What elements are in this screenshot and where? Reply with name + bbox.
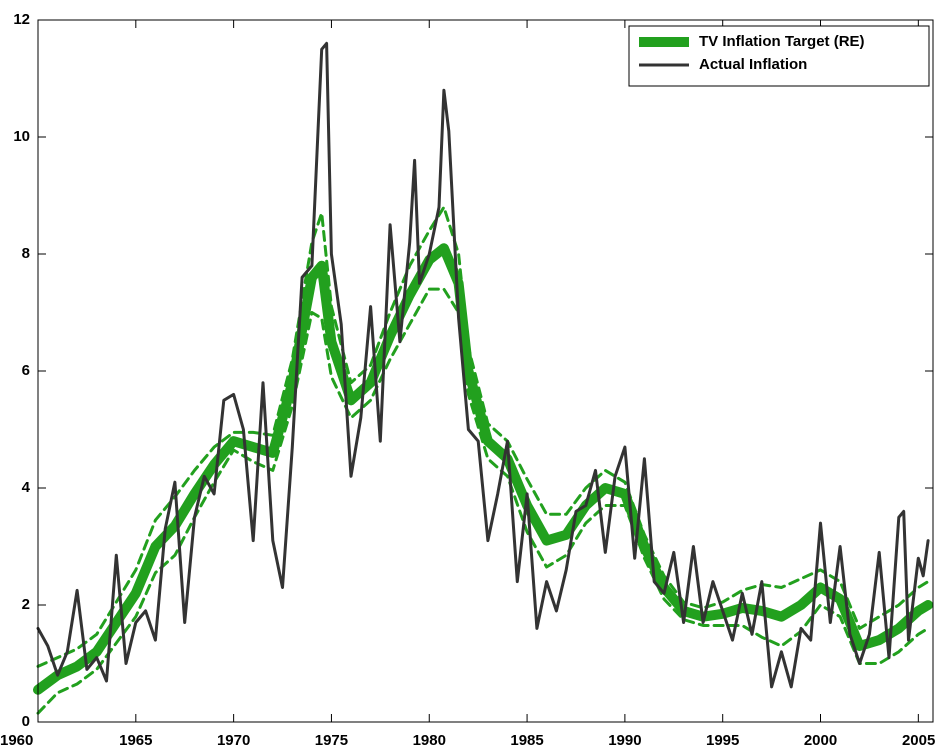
plot-border [37,19,934,723]
x-tick-label: 1995 [706,732,739,749]
y-tick-label: 8 [22,245,30,262]
x-tick-label: 1985 [510,732,543,749]
y-tick-label: 6 [22,362,30,379]
y-tick-label: 4 [22,479,31,496]
series-line [33,243,934,695]
x-tick-label: 1960 [0,732,33,749]
x-tick-label: 1980 [413,732,446,749]
legend-box [628,25,930,87]
x-tick-label: 1970 [217,732,250,749]
x-tick-label: 1990 [608,732,641,749]
legend-label: TV Inflation Target (RE) [699,33,865,50]
x-tick-label: 1965 [119,732,152,749]
y-tick-label: 2 [22,596,30,613]
y-tick-label: 10 [13,128,30,145]
plot-area [38,20,933,722]
x-tick-label: 2000 [804,732,837,749]
legend-label: Actual Inflation [699,56,807,73]
y-tick-label: 0 [22,713,30,730]
x-tick-label: 1975 [315,732,348,749]
x-tick-label: 2005 [902,732,935,749]
band-line [36,205,930,668]
y-tick-label: 12 [13,11,30,28]
series-line [36,41,930,689]
